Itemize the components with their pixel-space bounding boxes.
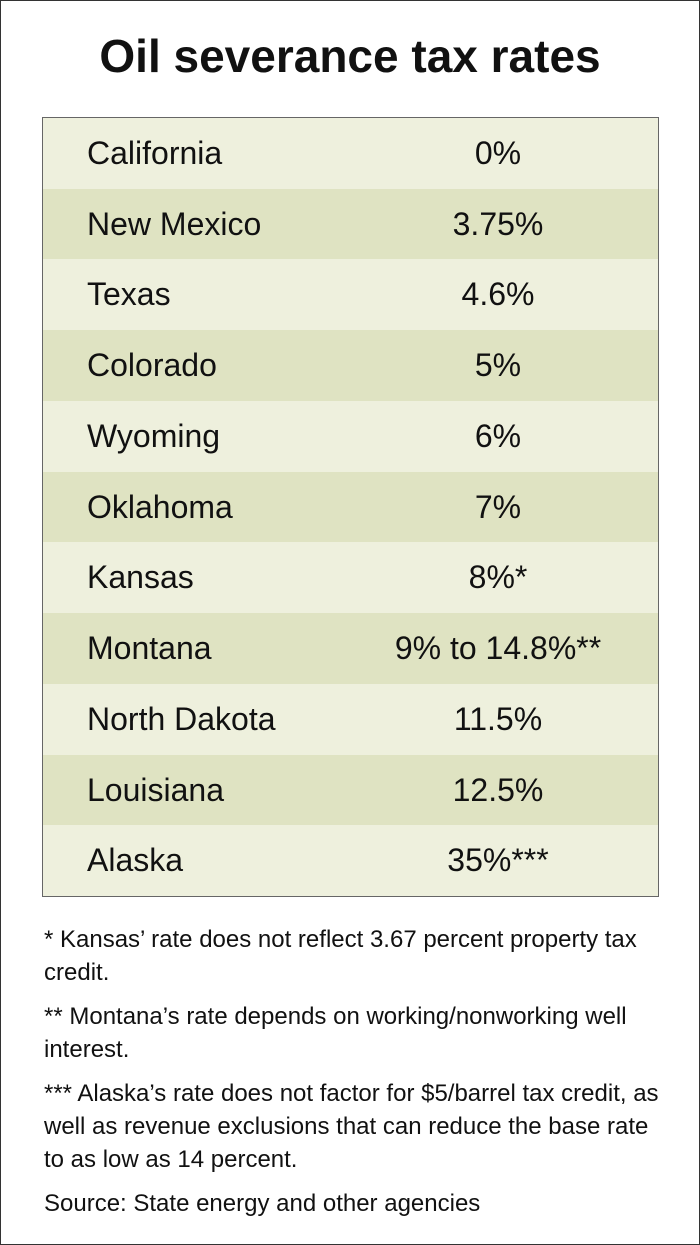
- title: Oil severance tax rates: [99, 30, 601, 82]
- state-name: Alaska: [87, 842, 184, 879]
- state-name: Oklahoma: [87, 488, 233, 525]
- tax-rate: 12.5%: [452, 771, 544, 808]
- table-row: Texas 4.6%: [43, 259, 658, 331]
- table-row: Louisiana 12.5%: [43, 754, 658, 826]
- tax-rate: 5%: [474, 347, 522, 384]
- state-name: Louisiana: [87, 771, 224, 808]
- state-name: California: [87, 135, 223, 171]
- state-name: Kansas: [87, 559, 194, 596]
- table-row: Oklahoma 7%: [43, 471, 658, 543]
- table-row: New Mexico 3.75%: [43, 188, 658, 260]
- table-row: California 0%: [43, 118, 658, 189]
- table-row: Kansas 8%*: [43, 542, 658, 614]
- tax-rate: 9% to 14.8%**: [394, 630, 602, 667]
- tax-rate: 0%: [474, 135, 522, 171]
- footnotes: * Kansas’ rate does not reflect 3.67 per…: [44, 923, 674, 1231]
- state-name: Texas: [87, 276, 171, 313]
- tax-rate: 4.6%: [461, 276, 535, 313]
- table-row: North Dakota 11.5%: [43, 683, 658, 755]
- source: Source: State energy and other agencies: [44, 1190, 481, 1217]
- table-row: Wyoming 6%: [43, 400, 658, 472]
- state-name: Montana: [87, 630, 212, 667]
- state-name: New Mexico: [87, 205, 262, 242]
- state-name: Colorado: [87, 347, 217, 384]
- tax-rate: 35%***: [447, 842, 549, 879]
- footnote: ** Montana’s rate depends on working/non…: [44, 1003, 627, 1063]
- footnote: *** Alaska’s rate does not factor for $5…: [44, 1080, 659, 1173]
- state-name: Wyoming: [87, 417, 221, 454]
- footnote: * Kansas’ rate does not reflect 3.67 per…: [44, 926, 637, 986]
- tax-rate: 3.75%: [452, 205, 544, 242]
- table-row: Colorado 5%: [43, 330, 658, 401]
- tax-rate: 7%: [474, 488, 522, 525]
- tax-rate: 6%: [474, 417, 522, 454]
- table-row: Montana 9% to 14.8%**: [43, 613, 658, 684]
- table-row: Alaska 35%***: [43, 825, 658, 896]
- state-name: North Dakota: [87, 700, 276, 737]
- rates-table: California 0% New Mexico 3.75% Texas 4.6% Colo…: [42, 117, 659, 897]
- tax-rate: 8%*: [468, 559, 528, 596]
- tax-rate: 11.5%: [453, 700, 543, 737]
